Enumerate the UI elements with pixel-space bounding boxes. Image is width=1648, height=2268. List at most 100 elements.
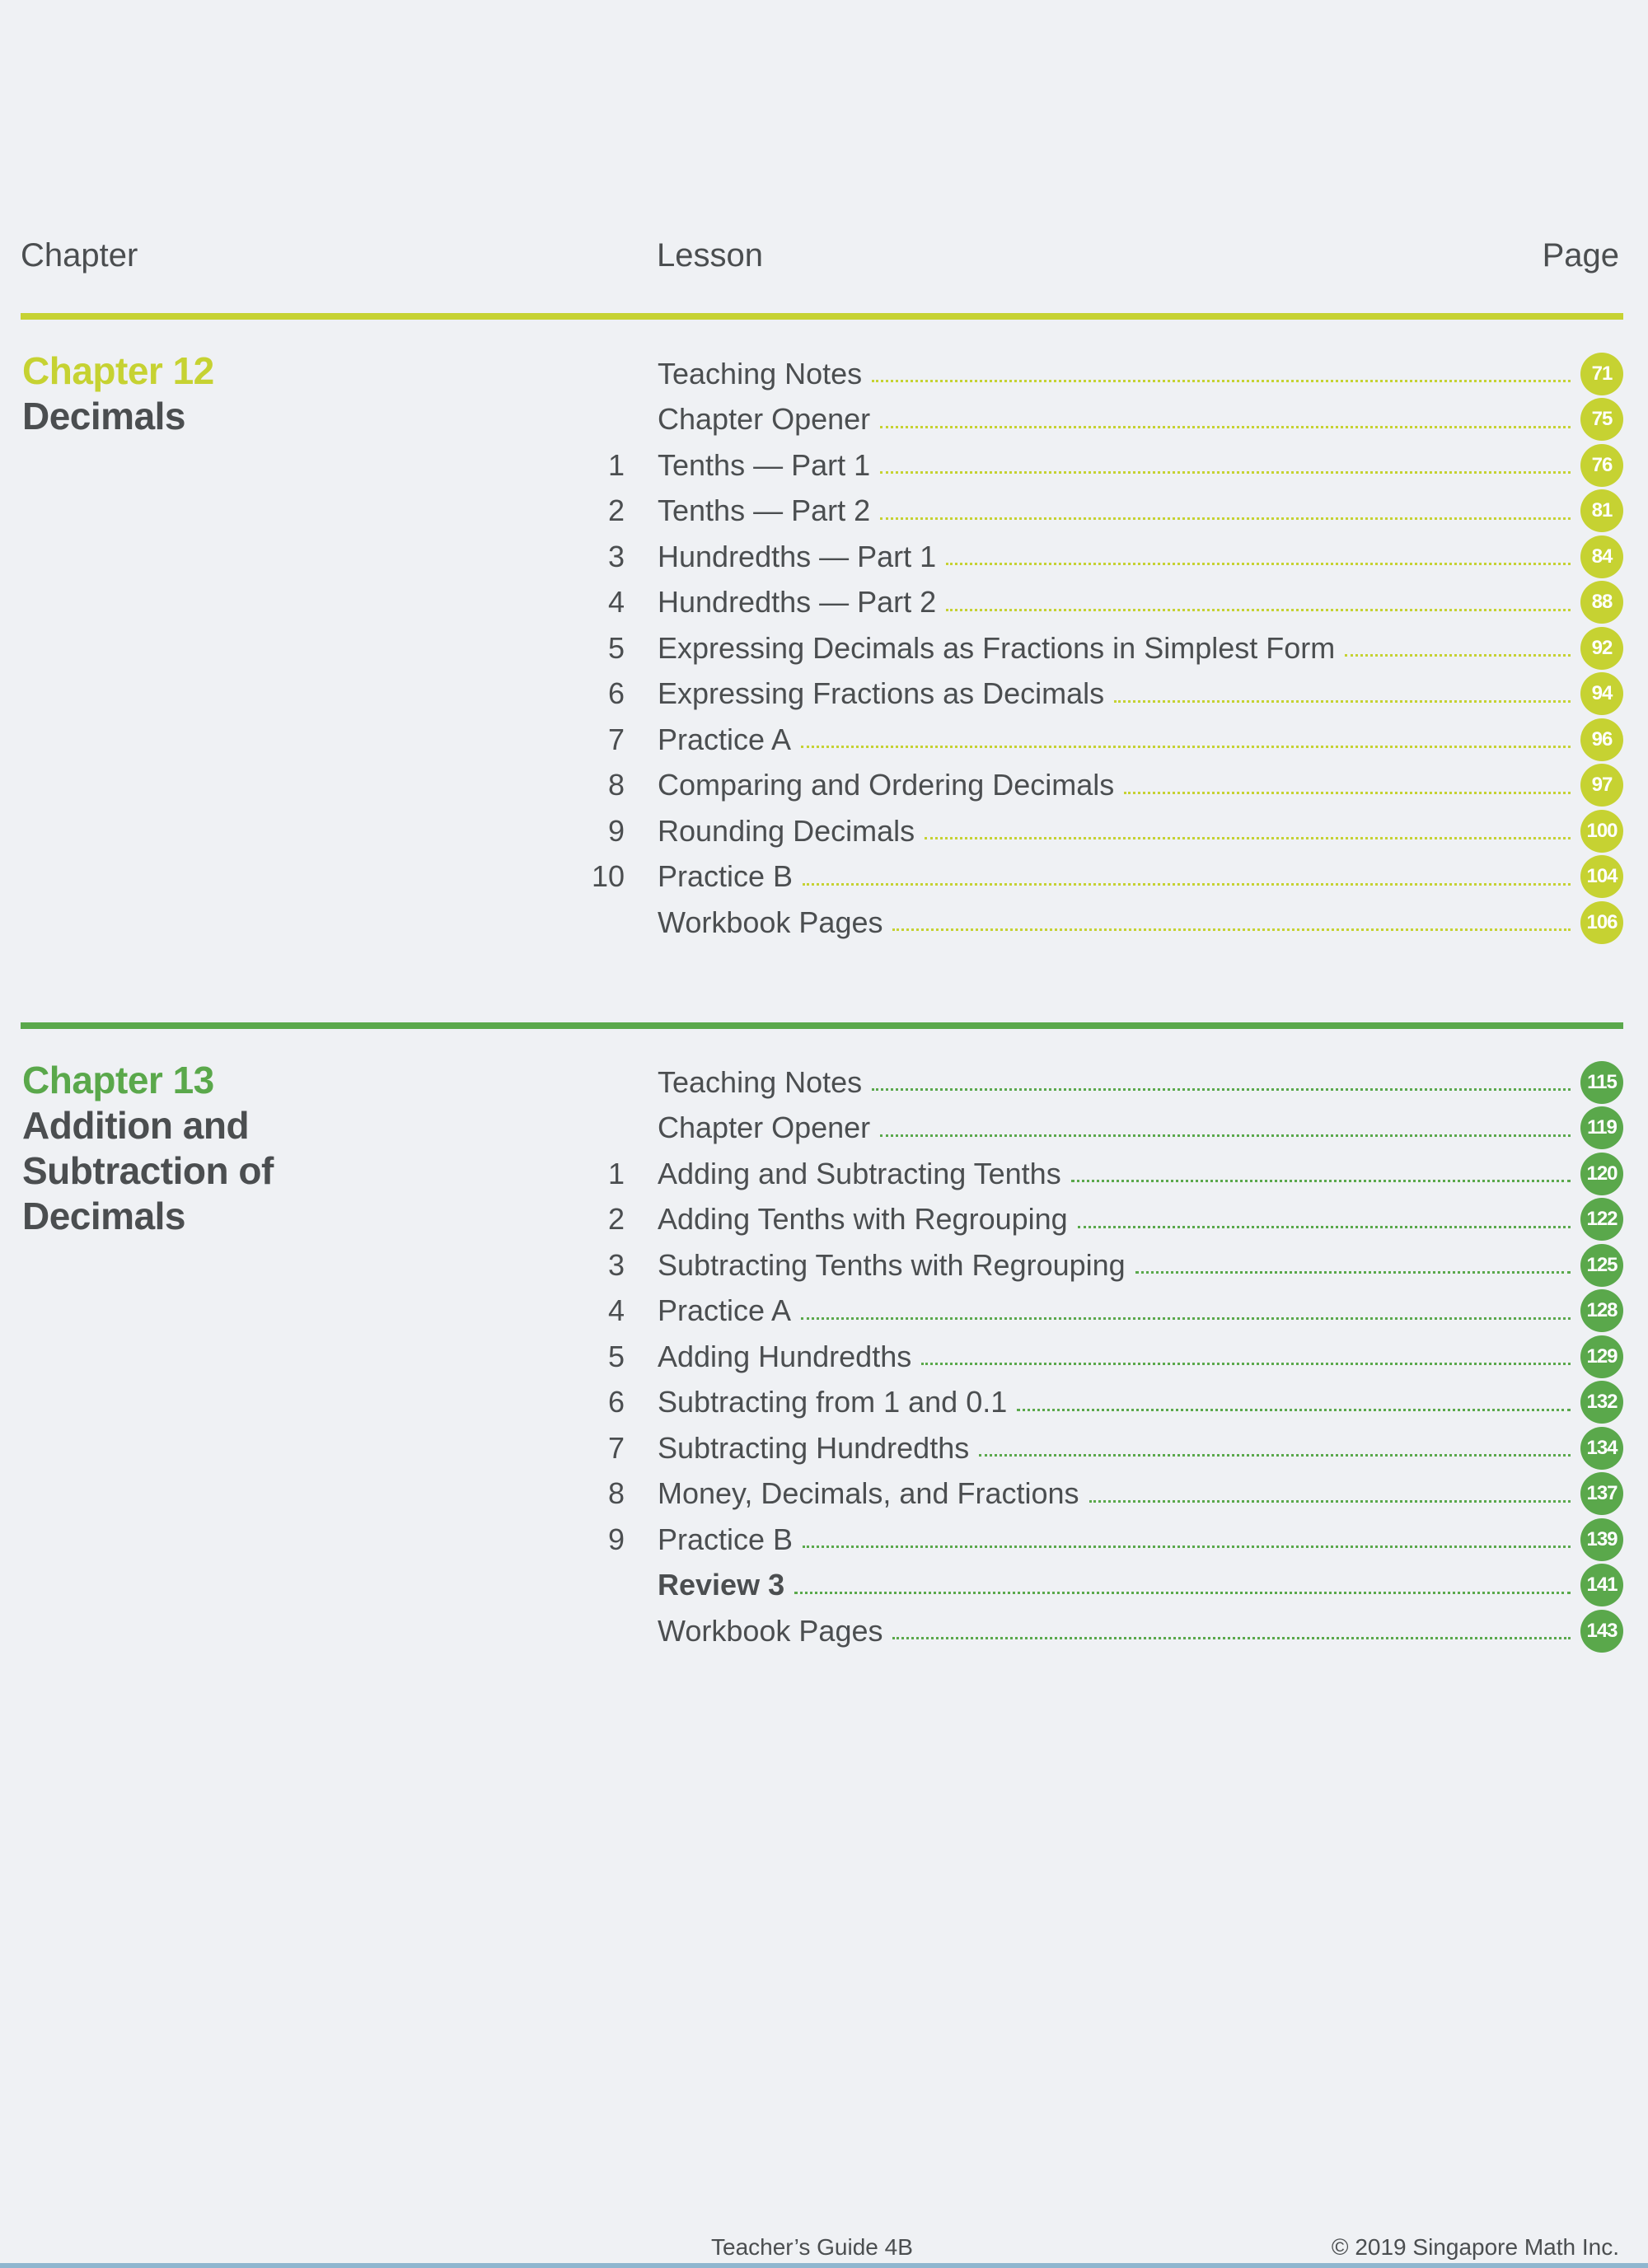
lesson-number: 6	[607, 1385, 625, 1419]
lesson-number: 5	[607, 630, 625, 665]
page-number-badge[interactable]: 141	[1580, 1564, 1623, 1607]
page-number-badge[interactable]: 96	[1580, 718, 1623, 761]
page-number-badge[interactable]: 122	[1580, 1198, 1623, 1242]
page-number-badge[interactable]: 97	[1580, 764, 1623, 807]
toc-entry[interactable]: 5 Expressing Decimals as Fractions in Sim…	[569, 625, 1623, 671]
lesson-title[interactable]: Tenths — Part 2	[658, 493, 871, 528]
page-number-badge[interactable]: 71	[1580, 352, 1623, 395]
lesson-title[interactable]: Expressing Fractions as Decimals	[658, 676, 1105, 711]
toc-entry[interactable]: 2 Tenths — Part 2 81	[569, 489, 1623, 535]
page-number-badge[interactable]: 92	[1580, 626, 1623, 670]
toc-entry[interactable]: Workbook Pages 143	[569, 1608, 1623, 1654]
toc-entry[interactable]: Workbook Pages 106	[569, 900, 1623, 946]
toc-entry[interactable]: 1 Adding and Subtracting Tenths 120	[569, 1151, 1623, 1197]
toc-entry[interactable]: Chapter Opener 119	[569, 1106, 1623, 1152]
toc-entry[interactable]: 2 Adding Tenths with Regrouping 122	[569, 1197, 1623, 1243]
toc-entry[interactable]: 4 Hundredths — Part 2 88	[569, 580, 1623, 626]
lesson-title[interactable]: Practice B	[658, 859, 794, 894]
toc-entry[interactable]: 6 Subtracting from 1 and 0.1 132	[569, 1380, 1623, 1426]
toc-entry[interactable]: Chapter Opener 75	[569, 397, 1623, 443]
lesson-title[interactable]: Practice B	[658, 1522, 794, 1556]
toc-entry[interactable]: 6 Expressing Fractions as Decimals 94	[569, 671, 1623, 718]
page-number-badge[interactable]: 94	[1580, 672, 1623, 716]
page-number-badge[interactable]: 120	[1580, 1152, 1623, 1195]
toc-entry[interactable]: Teaching Notes 115	[569, 1059, 1623, 1106]
lesson-title[interactable]: Expressing Decimals as Fractions in Simp…	[658, 630, 1336, 665]
dot-leader	[946, 563, 1571, 566]
toc-entry[interactable]: 10 Practice B 104	[569, 854, 1623, 900]
toc-entry[interactable]: 1 Tenths — Part 1 76	[569, 442, 1623, 489]
lesson-number: 1	[607, 447, 625, 482]
page-number-badge[interactable]: 84	[1580, 535, 1623, 578]
lesson-title[interactable]: Chapter Opener	[658, 402, 871, 437]
toc-entry[interactable]: 4 Practice A 128	[569, 1288, 1623, 1335]
lesson-title[interactable]: Adding Tenths with Regrouping	[658, 1202, 1068, 1237]
toc-entry[interactable]: 8 Money, Decimals, and Fractions 137	[569, 1471, 1623, 1517]
toc-entry[interactable]: 9 Practice B 139	[569, 1517, 1623, 1563]
lesson-title[interactable]: Subtracting Tenths with Regrouping	[658, 1247, 1126, 1282]
chapter-13-divider	[21, 1022, 1623, 1029]
lesson-title[interactable]: Practice A	[658, 722, 792, 756]
lesson-number: 3	[607, 539, 625, 573]
page-number-badge[interactable]: 129	[1580, 1335, 1623, 1378]
lesson-number: 6	[607, 676, 625, 711]
page-number-badge[interactable]: 128	[1580, 1289, 1623, 1333]
lesson-title[interactable]: Adding and Subtracting Tenths	[658, 1156, 1061, 1190]
page-number-badge[interactable]: 81	[1580, 489, 1623, 533]
page-edge	[0, 2263, 1648, 2268]
dot-leader	[1135, 1271, 1571, 1274]
page-number-badge[interactable]: 76	[1580, 443, 1623, 487]
page-number-badge[interactable]: 137	[1580, 1472, 1623, 1516]
chapter-12-heading: Chapter 12 Decimals	[22, 348, 214, 439]
page-number-badge[interactable]: 100	[1580, 809, 1623, 853]
lesson-title[interactable]: Comparing and Ordering Decimals	[658, 768, 1115, 802]
page-number-badge[interactable]: 139	[1580, 1517, 1623, 1561]
dot-leader	[892, 1637, 1571, 1640]
lesson-title[interactable]: Workbook Pages	[658, 1613, 883, 1648]
page-number-badge[interactable]: 134	[1580, 1426, 1623, 1470]
dot-leader	[880, 471, 1571, 475]
page-number-badge[interactable]: 106	[1580, 900, 1623, 944]
page-number-badge[interactable]: 132	[1580, 1381, 1623, 1424]
page-number-badge[interactable]: 125	[1580, 1243, 1623, 1287]
lesson-title[interactable]: Workbook Pages	[658, 905, 883, 939]
lesson-title[interactable]: Subtracting from 1 and 0.1	[658, 1385, 1008, 1419]
toc-entry[interactable]: Teaching Notes 71	[569, 351, 1623, 397]
dot-leader	[1345, 654, 1571, 657]
chapter-13-heading: Chapter 13 Addition and Subtraction of Deci…	[22, 1058, 274, 1239]
page-number-badge[interactable]: 104	[1580, 855, 1623, 899]
lesson-title[interactable]: Adding Hundredths	[658, 1339, 912, 1373]
dot-leader	[880, 1134, 1571, 1137]
lesson-title[interactable]: Teaching Notes	[658, 356, 863, 390]
lesson-title[interactable]: Chapter Opener	[658, 1111, 871, 1145]
lesson-title[interactable]: Practice A	[658, 1293, 792, 1328]
toc-entry[interactable]: 3 Hundredths — Part 1 84	[569, 534, 1623, 580]
page-number-badge[interactable]: 119	[1580, 1106, 1623, 1150]
column-header-page: Page	[1542, 237, 1619, 274]
toc-entry[interactable]: 9 Rounding Decimals 100	[569, 808, 1623, 854]
lesson-title[interactable]: Rounding Decimals	[658, 813, 915, 848]
toc-entry[interactable]: 7 Subtracting Hundredths 134	[569, 1425, 1623, 1471]
chapter-12-divider	[21, 313, 1623, 320]
lesson-title[interactable]: Review 3	[658, 1568, 785, 1602]
toc-entry[interactable]: Review 3 141	[569, 1563, 1623, 1609]
toc-entry[interactable]: 3 Subtracting Tenths with Regrouping 125	[569, 1242, 1623, 1288]
lesson-number: 2	[607, 493, 625, 528]
lesson-title[interactable]: Subtracting Hundredths	[658, 1430, 970, 1465]
toc-entry[interactable]: 5 Adding Hundredths 129	[569, 1334, 1623, 1380]
dot-leader	[880, 425, 1571, 428]
lesson-title[interactable]: Teaching Notes	[658, 1064, 863, 1099]
page-number-badge[interactable]: 75	[1580, 398, 1623, 442]
lesson-title[interactable]: Hundredths — Part 1	[658, 539, 937, 573]
toc-entry[interactable]: 7 Practice A 96	[569, 717, 1623, 763]
lesson-title[interactable]: Money, Decimals, and Fractions	[658, 1476, 1079, 1511]
dot-leader	[1070, 1180, 1571, 1183]
lesson-title[interactable]: Tenths — Part 1	[658, 447, 871, 482]
dot-leader	[1017, 1408, 1571, 1411]
page-number-badge[interactable]: 88	[1580, 581, 1623, 624]
page-number-badge[interactable]: 143	[1580, 1609, 1623, 1653]
page-number-badge[interactable]: 115	[1580, 1060, 1623, 1104]
toc-entry[interactable]: 8 Comparing and Ordering Decimals 97	[569, 763, 1623, 809]
lesson-title[interactable]: Hundredths — Part 2	[658, 585, 937, 620]
dot-leader	[1124, 791, 1571, 794]
